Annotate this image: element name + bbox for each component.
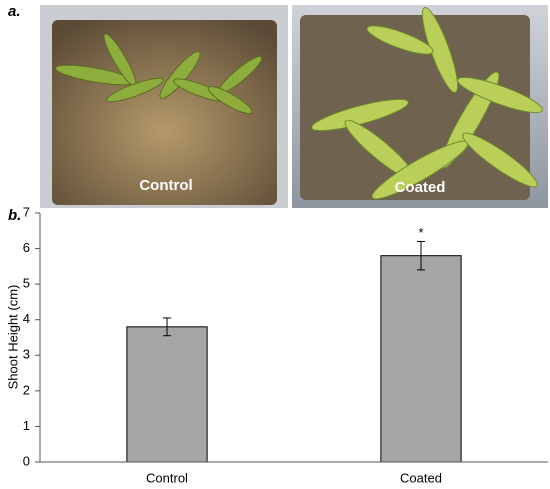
- y-tick-label: 7: [23, 204, 30, 219]
- y-tick-label: 2: [23, 382, 30, 397]
- photo-caption: Coated: [395, 179, 446, 196]
- bar: [126, 326, 208, 463]
- y-axis-label: Shoot Height (cm): [5, 285, 20, 390]
- y-tick-label: 4: [23, 311, 30, 326]
- error-bar: [163, 317, 171, 337]
- y-tick-label: 6: [23, 240, 30, 255]
- y-tick-label: 5: [23, 276, 30, 291]
- y-tick-label: 1: [23, 418, 30, 433]
- photo-caption: Control: [139, 177, 192, 194]
- bar: [380, 255, 462, 463]
- y-tick-label: 0: [23, 453, 30, 468]
- photo-coated: Coated: [292, 5, 548, 208]
- panel-label: b.: [8, 207, 21, 224]
- y-tick-label: 3: [23, 347, 30, 362]
- x-tick-label: Control: [146, 470, 188, 485]
- photo-control: Control: [40, 5, 288, 208]
- error-bar: [417, 240, 425, 271]
- annotation: *: [418, 225, 423, 240]
- x-tick-label: Coated: [400, 470, 442, 485]
- panel-label: a.: [8, 3, 21, 20]
